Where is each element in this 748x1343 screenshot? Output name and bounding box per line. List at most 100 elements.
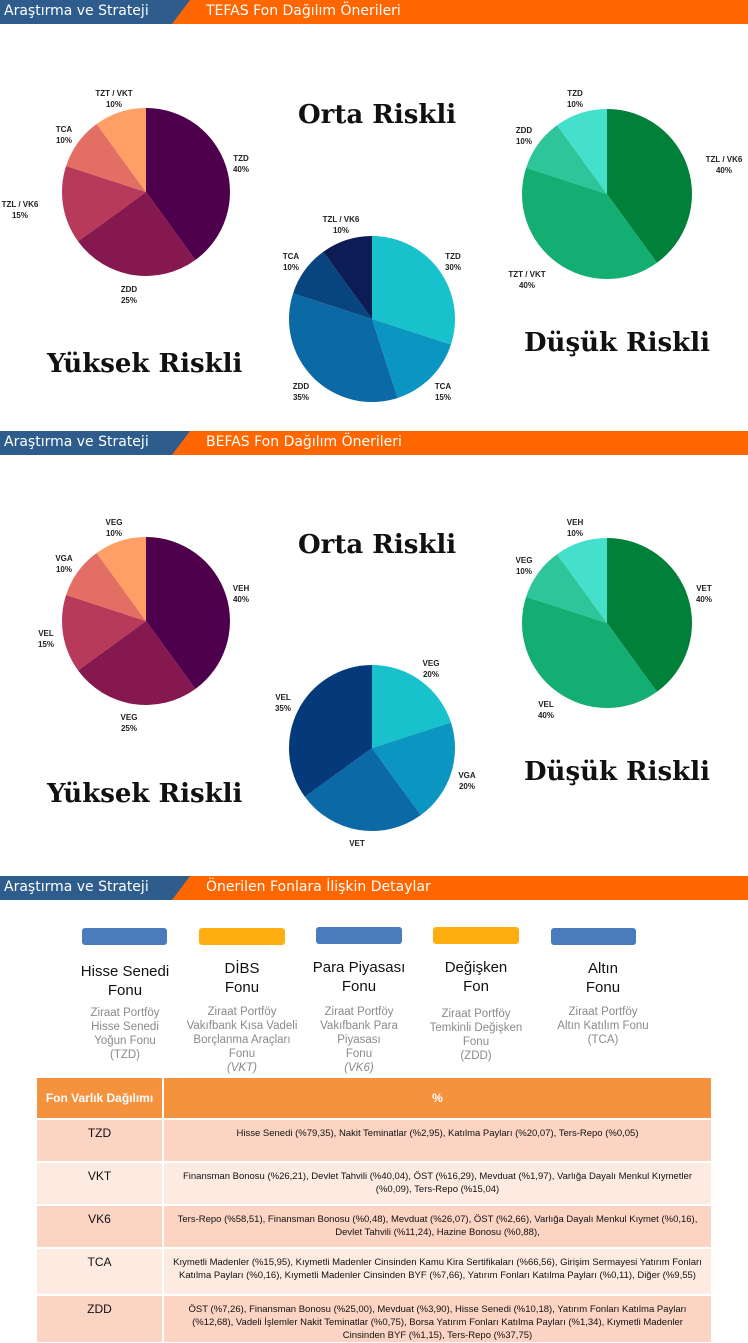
risk-label-high: Yüksek Riskli (47, 779, 243, 809)
pie-value-label: 40% (696, 595, 712, 604)
header-right-text: BEFAS Fon Dağılım Önerileri (206, 434, 402, 450)
table-cell-code: VK6 (37, 1204, 164, 1247)
pie-value-label: 10% (516, 137, 532, 146)
header-banner (0, 431, 748, 455)
pie-category-label: TCA (435, 382, 452, 391)
table-row: VK6 Ters-Repo (%58,51), Finansman Bonosu… (37, 1204, 711, 1247)
pie-value-label: 10% (333, 226, 349, 235)
pie-slice-vel (288, 665, 372, 797)
pie-slice-tca (293, 251, 372, 319)
pie-category-label: VEL (38, 629, 54, 638)
fund-desc-variable: Ziraat Portföy Temkinli Değişken Fonu (Z… (429, 1008, 523, 1062)
fund-desc-gold: Ziraat Portföy Altın Katılım Fonu (TCA) (557, 1006, 649, 1046)
pie-value-label: 40% (716, 166, 732, 175)
table-header-row: Fon Varlık Dağılımı % (37, 1078, 711, 1118)
header-left-text: Araştırma ve Strateji (4, 434, 149, 450)
pie-slice-tca (66, 124, 146, 192)
pie-category-label: TZD (567, 89, 583, 98)
section-header-befas: Araştırma ve Strateji BEFAS Fon Dağılım … (0, 431, 748, 455)
pie-value-label: 40% (233, 595, 249, 604)
header-banner (0, 876, 748, 900)
pie-category-label: TZT / VKT (508, 270, 545, 279)
pie-value-label: 10% (567, 100, 583, 109)
pie-category-label: TCA (56, 125, 73, 134)
risk-label-mid: Orta Riskli (298, 530, 457, 560)
pie-category-label: TZL / VK6 (2, 200, 39, 209)
header-left-text: Araştırma ve Strateji (4, 879, 149, 895)
pie-slice-zdd (288, 293, 398, 403)
table-cell-content: Hisse Senedi (%79,35), Nakit Teminatlar … (164, 1118, 711, 1161)
pie-value-label: 10% (516, 567, 532, 576)
fund-pill-equity (82, 928, 167, 945)
pie-slice-tzd (557, 109, 607, 194)
table-cell-code: VKT (37, 1161, 164, 1204)
risk-label-high: Yüksek Riskli (47, 349, 243, 379)
pie-category-label: TCA (283, 252, 300, 261)
pie-value-label: 10% (567, 529, 583, 538)
pie-value-label: 35% (275, 704, 291, 713)
pie-category-label: TZD (445, 252, 461, 261)
fund-pill-dibs (199, 928, 285, 945)
section-header-details: Araştırma ve Strateji Önerilen Fonlara İ… (0, 876, 748, 900)
table-cell-content: Finansman Bonosu (%26,21), Devlet Tahvil… (164, 1161, 711, 1204)
pie-category-label: ZDD (293, 382, 310, 391)
pie-category-label: TZT / VKT (95, 89, 132, 98)
pie-slice-tca (372, 319, 451, 398)
pie-category-label: VGA (458, 771, 476, 780)
fund-name-gold: Altın Fonu (585, 960, 621, 996)
fund-desc-dibs: Ziraat Portföy Vakıfbank Kısa Vadeli Bor… (186, 1006, 298, 1074)
pie-category-label: VEG (121, 713, 138, 722)
pie-slice-tzl-vk6 (61, 166, 146, 242)
pie-slice-tzt-vkt (96, 108, 146, 192)
table-cell-content: ÖST (%7,26), Finansman Bonosu (%25,00), … (164, 1294, 711, 1342)
header-right-text: TEFAS Fon Dağılım Önerileri (206, 3, 401, 19)
table-header-col2: % (164, 1078, 711, 1118)
pie-value-label: 15% (435, 393, 451, 402)
pie-slice-tzd (146, 108, 230, 260)
fund-name-dibs: DİBS Fonu (224, 960, 260, 996)
pie-value-label: 10% (106, 529, 122, 538)
pie-category-label: VEG (106, 518, 123, 527)
pie-category-label: VEL (275, 693, 291, 702)
pie-category-label: VEG (423, 659, 440, 668)
tefas-pie-charts: TZD 40% ZDD 25% TZL / VK6 15% TCA 10% TZT / VKT 1… (2, 89, 743, 403)
pie-slice-vga (372, 722, 456, 816)
risk-label-mid: Orta Riskli (298, 100, 457, 130)
pie-slice-vet (607, 538, 693, 692)
fund-pill-gold (551, 928, 636, 945)
table-cell-code: ZDD (37, 1294, 164, 1342)
pie-value-label: 10% (56, 136, 72, 145)
pie-slice-zdd (78, 192, 196, 276)
pie-category-label: TZL / VK6 (706, 155, 743, 164)
pie-value-label: 10% (283, 263, 299, 272)
pie-value-label: 30% (445, 263, 461, 272)
pie-slice-veg (526, 554, 607, 623)
pie-value-label: 20% (459, 782, 475, 791)
pie-slice-tzl-vk6 (607, 108, 693, 263)
pie-slice-vel (61, 595, 146, 671)
pie-value-label: 10% (106, 100, 122, 109)
pie-slice-tzt-vkt (521, 167, 657, 280)
pie-category-label: ZDD (516, 126, 533, 135)
risk-label-low: Düşük Riskli (524, 757, 710, 787)
fund-pill-variable (433, 927, 519, 944)
pie-value-label: 25% (349, 850, 365, 851)
header-right-text: Önerilen Fonlara İlişkin Detaylar (206, 879, 431, 895)
table-cell-code: TZD (37, 1118, 164, 1161)
pie-category-label: VEG (516, 556, 533, 565)
table-row: TCA Kıymetli Madenler (%15,95), Kıymetli… (37, 1247, 711, 1294)
pie-category-label: VET (349, 839, 365, 848)
pie-value-label: 20% (423, 670, 439, 679)
table-row: TZD Hisse Senedi (%79,35), Nakit Teminat… (37, 1118, 711, 1161)
pie-category-label: TZL / VK6 (323, 215, 360, 224)
pie-slice-veg (78, 621, 196, 705)
risk-label-low: Düşük Riskli (524, 328, 710, 358)
table-cell-content: Ters-Repo (%58,51), Finansman Bonosu (%0… (164, 1204, 711, 1247)
pie-category-label: VEH (567, 518, 584, 527)
pie-category-label: TZD (233, 154, 249, 163)
header-banner (0, 0, 748, 24)
pie-category-label: ZDD (121, 285, 138, 294)
pie-value-label: 40% (233, 165, 249, 174)
table-cell-code: TCA (37, 1247, 164, 1294)
pie-value-label: 25% (121, 724, 137, 733)
